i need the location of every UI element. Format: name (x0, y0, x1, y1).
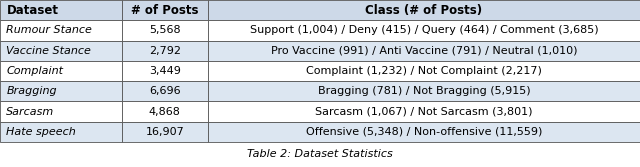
Text: Offensive (5,348) / Non-offensive (11,559): Offensive (5,348) / Non-offensive (11,55… (306, 127, 542, 137)
Bar (0, 101, 122, 122)
Text: Class (# of Posts): Class (# of Posts) (365, 4, 483, 17)
Bar (122, 101, 208, 122)
Text: 5,568: 5,568 (149, 25, 180, 35)
Bar (122, 81, 208, 101)
Text: Vaccine Stance: Vaccine Stance (6, 46, 92, 56)
Text: 16,907: 16,907 (145, 127, 184, 137)
Text: 6,696: 6,696 (149, 86, 180, 96)
Bar (208, 61, 640, 81)
Text: Bragging (781) / Not Bragging (5,915): Bragging (781) / Not Bragging (5,915) (317, 86, 531, 96)
Text: Sarcasm: Sarcasm (6, 107, 54, 117)
Bar (0, 41, 122, 61)
Text: 3,449: 3,449 (149, 66, 180, 76)
Text: Pro Vaccine (991) / Anti Vaccine (791) / Neutral (1,010): Pro Vaccine (991) / Anti Vaccine (791) /… (271, 46, 577, 56)
Bar (122, 20, 208, 41)
Bar (208, 81, 640, 101)
Text: Table 2: Dataset Statistics: Table 2: Dataset Statistics (247, 149, 393, 159)
Bar (122, 122, 208, 142)
Bar (208, 122, 640, 142)
Text: Sarcasm (1,067) / Not Sarcasm (3,801): Sarcasm (1,067) / Not Sarcasm (3,801) (316, 107, 532, 117)
Bar (122, 41, 208, 61)
Text: Bragging: Bragging (6, 86, 57, 96)
Text: Complaint: Complaint (6, 66, 63, 76)
Bar (0, 0, 122, 20)
Bar (208, 20, 640, 41)
Text: Dataset: Dataset (6, 4, 58, 17)
Text: # of Posts: # of Posts (131, 4, 198, 17)
Text: 4,868: 4,868 (149, 107, 180, 117)
Bar (0, 61, 122, 81)
Bar (208, 41, 640, 61)
Text: Hate speech: Hate speech (6, 127, 76, 137)
Bar (208, 101, 640, 122)
Bar (0, 20, 122, 41)
Text: Support (1,004) / Deny (415) / Query (464) / Comment (3,685): Support (1,004) / Deny (415) / Query (46… (250, 25, 598, 35)
Text: Rumour Stance: Rumour Stance (6, 25, 92, 35)
Bar (208, 0, 640, 20)
Bar (0, 122, 122, 142)
Bar (122, 0, 208, 20)
Bar (0, 81, 122, 101)
Text: Complaint (1,232) / Not Complaint (2,217): Complaint (1,232) / Not Complaint (2,217… (306, 66, 542, 76)
Text: 2,792: 2,792 (149, 46, 181, 56)
Bar (122, 61, 208, 81)
